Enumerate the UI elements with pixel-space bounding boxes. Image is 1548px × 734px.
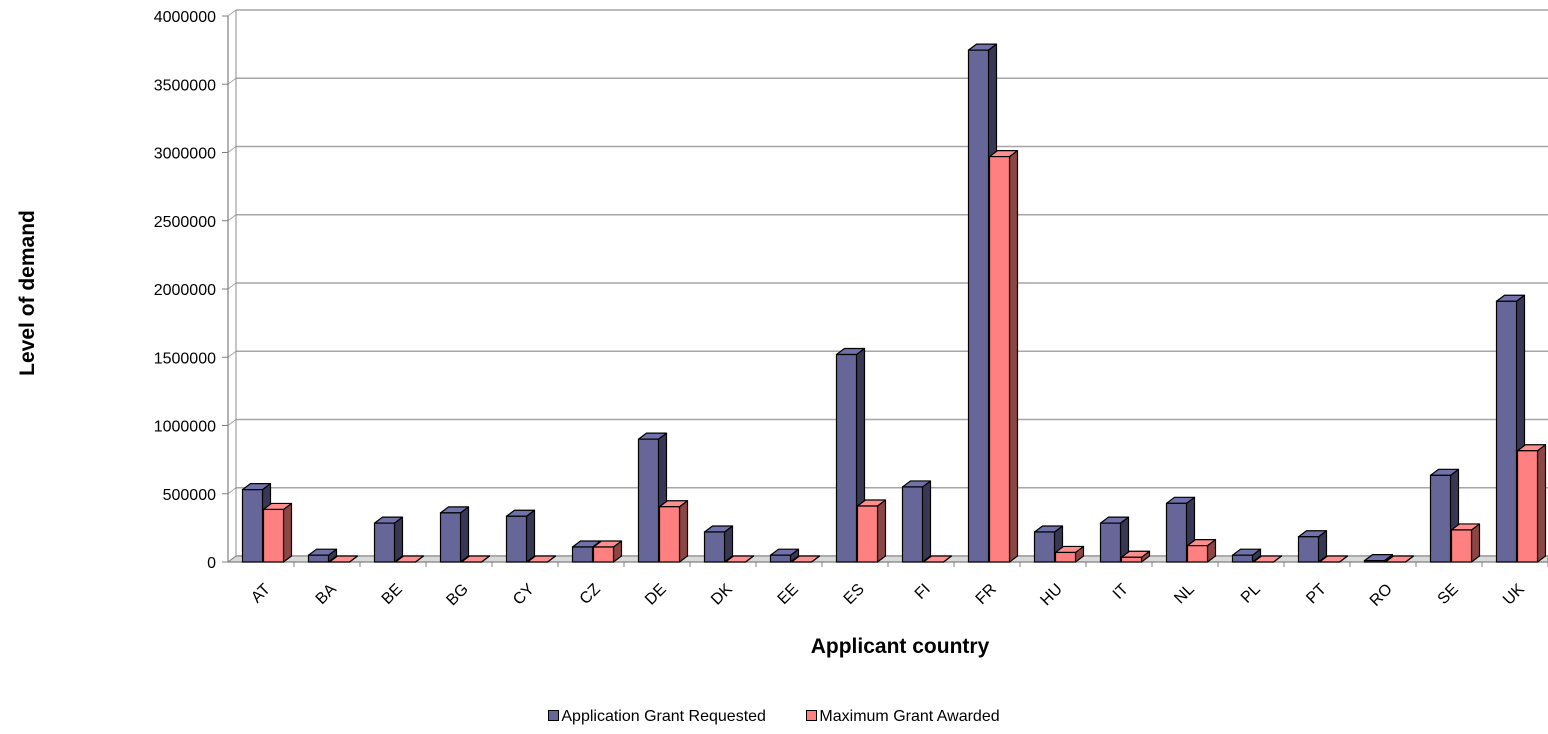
x-tick-label: BE xyxy=(379,581,406,608)
gridline-depth xyxy=(227,419,237,426)
y-tick-labels: 0 500000 1000000 1500000 2000000 2500000 30000… xyxy=(154,9,216,572)
legend-label-awarded: Maximum Grant Awarded xyxy=(819,708,1000,725)
legend-swatch-requested xyxy=(548,710,560,722)
bar-awarded-BE xyxy=(394,555,425,563)
x-axis-title: Applicant country xyxy=(811,635,990,658)
bar-awarded-CY xyxy=(526,555,557,563)
bar-awarded-FI xyxy=(922,555,953,563)
x-tick-label: DE xyxy=(642,581,670,609)
bar-requested-EE xyxy=(769,548,800,563)
gridline-depth xyxy=(227,77,237,85)
bar-requested-DK xyxy=(703,525,734,563)
bar-requested-IT xyxy=(1099,516,1130,563)
x-tick-label: CY xyxy=(510,581,538,609)
x-tick-label: ES xyxy=(841,581,868,608)
y-tick-label: 4000000 xyxy=(154,9,216,26)
legend-label-requested: Application Grant Requested xyxy=(561,708,766,725)
x-tick-label: BG xyxy=(443,581,471,609)
bar-awarded-IT xyxy=(1120,550,1151,563)
bar-awarded-FR xyxy=(988,149,1019,563)
bar-awarded-DK xyxy=(724,555,755,563)
y-tick-label: 1500000 xyxy=(154,350,216,367)
y-tick-label: 3000000 xyxy=(154,146,216,163)
gridline-depth xyxy=(227,350,237,358)
x-tick-label: FR xyxy=(973,581,1000,608)
bars xyxy=(241,43,1547,563)
x-tick-label: RO xyxy=(1367,581,1396,610)
bar-awarded-EE xyxy=(790,555,821,563)
bar-awarded-DE xyxy=(658,500,689,563)
x-tick-label: UK xyxy=(1500,581,1528,609)
x-tick-label: DK xyxy=(708,581,736,609)
x-tick-label: HU xyxy=(1037,581,1065,609)
x-tick-label: EE xyxy=(775,581,802,608)
x-tick-label: CZ xyxy=(577,581,604,608)
legend-item-requested: Application Grant Requested xyxy=(548,708,766,726)
bar-awarded-HU xyxy=(1054,545,1085,563)
x-tick-labels: AT BA BE BG CY CZ DE DK EE ES FI FR HU IT NL PL PT RO SE UK xyxy=(248,581,1528,610)
x-tick-label: BA xyxy=(313,581,340,608)
bar-awarded-AT xyxy=(262,502,293,563)
bar-requested-BG xyxy=(439,506,470,563)
x-tick-label: AT xyxy=(248,581,274,607)
x-tick-label: IT xyxy=(1110,581,1132,603)
bar-awarded-CZ xyxy=(592,540,623,563)
bar-awarded-RO xyxy=(1384,555,1415,563)
y-tick-label: 500000 xyxy=(163,487,216,504)
x-tick-label: SE xyxy=(1435,581,1462,608)
y-axis-title: Level of demand xyxy=(16,210,39,376)
y-tick-label: 3500000 xyxy=(154,77,216,94)
legend: Application Grant Requested Maximum Gran… xyxy=(0,708,1548,726)
x-tick-label: PT xyxy=(1303,581,1330,608)
bar-chart: 0 500000 1000000 1500000 2000000 2500000 30000… xyxy=(16,9,1548,658)
bar-awarded-NL xyxy=(1186,539,1217,563)
bar-awarded-PL xyxy=(1252,555,1283,563)
bar-requested-CY xyxy=(505,509,536,563)
y-tick-label: 2000000 xyxy=(154,282,216,299)
legend-swatch-awarded xyxy=(806,710,818,722)
bar-awarded-SE xyxy=(1450,523,1481,563)
floor xyxy=(226,555,1548,563)
bar-requested-BE xyxy=(373,516,404,563)
bar-awarded-ES xyxy=(856,499,887,563)
x-tick-label: FI xyxy=(912,581,934,603)
gridline-depth xyxy=(227,282,237,290)
y-tick-label: 1000000 xyxy=(154,419,216,436)
gridline-depth xyxy=(227,146,237,153)
gridline-depth xyxy=(227,214,237,222)
y-tick-label: 2500000 xyxy=(154,214,216,231)
bar-requested-PL xyxy=(1231,548,1262,563)
bar-requested-BA xyxy=(307,548,338,563)
legend-item-awarded: Maximum Grant Awarded xyxy=(806,708,1000,726)
bar-awarded-UK xyxy=(1516,444,1547,563)
x-tick-label: NL xyxy=(1171,581,1198,608)
bar-requested-FI xyxy=(901,480,932,563)
axes xyxy=(222,10,1548,567)
bar-awarded-PT xyxy=(1318,555,1349,563)
bar-awarded-BA xyxy=(328,555,359,563)
gridline-depth xyxy=(227,487,237,495)
x-tick-label: PL xyxy=(1238,581,1264,607)
gridline-depth xyxy=(227,9,237,17)
gridlines xyxy=(227,9,1548,563)
y-tick-label: 0 xyxy=(207,555,216,572)
bar-awarded-BG xyxy=(460,555,491,563)
bar-requested-PT xyxy=(1297,530,1328,563)
